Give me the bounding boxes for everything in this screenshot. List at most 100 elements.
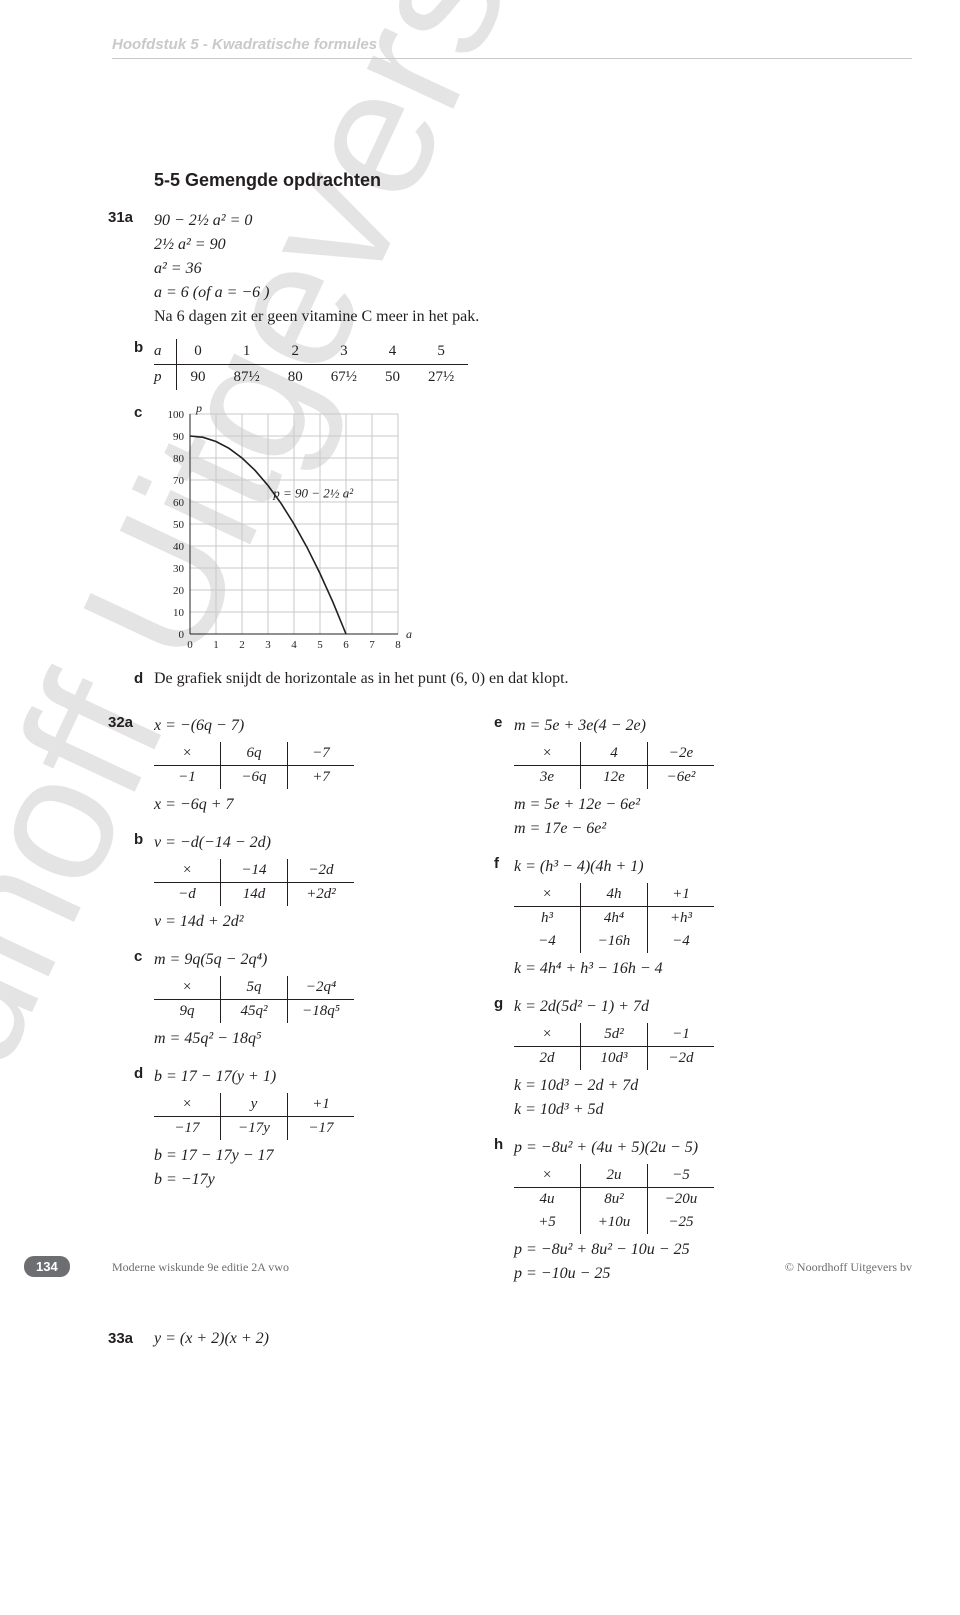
mult-table: ×5d²−12d10d³−2d (514, 1023, 714, 1070)
q32-result: k = 10d³ − 2d + 7d (514, 1074, 814, 1098)
q32-head: x = −(6q − 7) (154, 714, 414, 738)
q32-result2: p = −10u − 25 (514, 1262, 814, 1286)
q32-result: m = 45q² − 18q⁵ (154, 1027, 414, 1051)
cell: × (514, 883, 581, 907)
svg-text:60: 60 (173, 497, 185, 509)
cell: 12e (581, 766, 648, 790)
svg-text:3: 3 (265, 639, 271, 651)
cell: −4 (648, 930, 715, 953)
q32-result: k = 4h⁴ + h³ − 16h − 4 (514, 957, 814, 981)
svg-text:1: 1 (213, 639, 219, 651)
cell: −1 (648, 1023, 715, 1047)
q32-result: v = 14d + 2d² (154, 910, 414, 934)
cell: h³ (514, 907, 581, 931)
cell: +h³ (648, 907, 715, 931)
mult-table: ×4−2e3e12e−6e² (514, 742, 714, 789)
q32-result: x = −6q + 7 (154, 793, 414, 817)
q31-line5: Na 6 dagen zit er geen vitamine C meer i… (154, 305, 912, 329)
footer-right: © Noordhoff Uitgevers bv (785, 1260, 912, 1275)
cell: −d (154, 883, 221, 907)
cell: 14d (221, 883, 288, 907)
svg-text:0: 0 (179, 629, 185, 641)
cell: 90 (176, 365, 220, 391)
q32-left-col: x = −(6q − 7)×6q−7−1−6q+7x = −6q + 7bv =… (154, 714, 414, 1206)
q32-item: db = 17 − 17(y + 1)×y+1−17−17y−17b = 17 … (154, 1065, 414, 1192)
q31-line1: 90 − 2½ a² = 0 (154, 209, 912, 233)
q31-line4: a = 6 (of a = −6 ) (154, 281, 912, 305)
cell: −7 (288, 742, 355, 766)
q32-result2: m = 17e − 6e² (514, 817, 814, 841)
cell: 80 (274, 365, 317, 391)
q32-head: v = −d(−14 − 2d) (154, 831, 414, 855)
q32-head: k = 2d(5d² − 1) + 7d (514, 995, 814, 1019)
section-title: 5-5 Gemengde opdrachten (154, 170, 912, 191)
q32-head: k = (h³ − 4)(4h + 1) (514, 855, 814, 879)
q32-sublabel: h (494, 1136, 503, 1153)
q32-head: p = −8u² + (4u + 5)(2u − 5) (514, 1136, 814, 1160)
q31c-label: c (134, 404, 142, 421)
q32-head: m = 5e + 3e(4 − 2e) (514, 714, 814, 738)
cell: +1 (288, 1093, 355, 1117)
cell: −6q (221, 766, 288, 790)
cell: 2u (581, 1164, 648, 1188)
cell: −2q⁴ (288, 976, 355, 1000)
cell: × (154, 1093, 221, 1117)
cell: −1 (154, 766, 221, 790)
cell: 67½ (317, 365, 371, 391)
q31b-label: b (134, 339, 143, 356)
chapter-title: Hoofdstuk 5 - Kwadratische formules (112, 36, 377, 53)
cell: −16h (581, 930, 648, 953)
q32-item: x = −(6q − 7)×6q−7−1−6q+7x = −6q + 7 (154, 714, 414, 817)
q32-result2: b = −17y (154, 1168, 414, 1192)
cell: × (514, 1164, 581, 1188)
cell: −17y (221, 1117, 288, 1141)
footer-left: Moderne wiskunde 9e editie 2A vwo (112, 1260, 289, 1275)
question-31b: b a 0 1 2 3 4 5 p 90 87½ 80 67½ 50 27½ (154, 339, 912, 390)
q32-sublabel: d (134, 1065, 143, 1082)
svg-text:100: 100 (168, 409, 185, 421)
cell: 6q (221, 742, 288, 766)
q32-item: cm = 9q(5q − 2q⁴)×5q−2q⁴9q45q²−18q⁵m = 4… (154, 948, 414, 1051)
cell: −2e (648, 742, 715, 766)
cell: +1 (648, 883, 715, 907)
cell: −14 (221, 859, 288, 883)
q31-line2: 2½ a² = 90 (154, 233, 912, 257)
cell: 8u² (581, 1188, 648, 1212)
q32-item: hp = −8u² + (4u + 5)(2u − 5)×2u−54u8u²−2… (514, 1136, 814, 1286)
cell: 4 (581, 742, 648, 766)
cell: 4u (514, 1188, 581, 1212)
row-p-label: p (154, 365, 176, 391)
q31d-text: De grafiek snijdt de horizontale as in h… (154, 670, 569, 687)
q32-number: 32a (108, 714, 133, 731)
cell: 5d² (581, 1023, 648, 1047)
cell: 3 (317, 339, 371, 365)
svg-text:p = 90 − 2½ a²: p = 90 − 2½ a² (272, 486, 354, 501)
svg-text:2: 2 (239, 639, 245, 651)
cell: 27½ (414, 365, 468, 391)
cell: 4 (371, 339, 414, 365)
svg-text:90: 90 (173, 431, 185, 443)
cell: 87½ (220, 365, 274, 391)
cell: +5 (514, 1211, 581, 1234)
q32-sublabel: c (134, 948, 142, 965)
cell: 50 (371, 365, 414, 391)
cell: +2d² (288, 883, 355, 907)
cell: 5 (414, 339, 468, 365)
cell: −4 (514, 930, 581, 953)
cell: × (154, 742, 221, 766)
svg-text:a: a (406, 627, 412, 641)
q31-number: 31a (108, 209, 133, 226)
cell: 0 (176, 339, 220, 365)
cell: 2d (514, 1047, 581, 1071)
cell: −20u (648, 1188, 715, 1212)
cell: +10u (581, 1211, 648, 1234)
svg-text:40: 40 (173, 541, 185, 553)
cell: −18q⁵ (288, 1000, 355, 1024)
svg-text:6: 6 (343, 639, 349, 651)
q33-number: 33a (108, 1330, 133, 1347)
q32-result: m = 5e + 12e − 6e² (514, 793, 814, 817)
svg-text:p: p (195, 404, 202, 415)
cell: −2d (288, 859, 355, 883)
q32-result: p = −8u² + 8u² − 10u − 25 (514, 1238, 814, 1262)
question-31c: c 0123456780102030405060708090100app = 9… (154, 404, 912, 664)
